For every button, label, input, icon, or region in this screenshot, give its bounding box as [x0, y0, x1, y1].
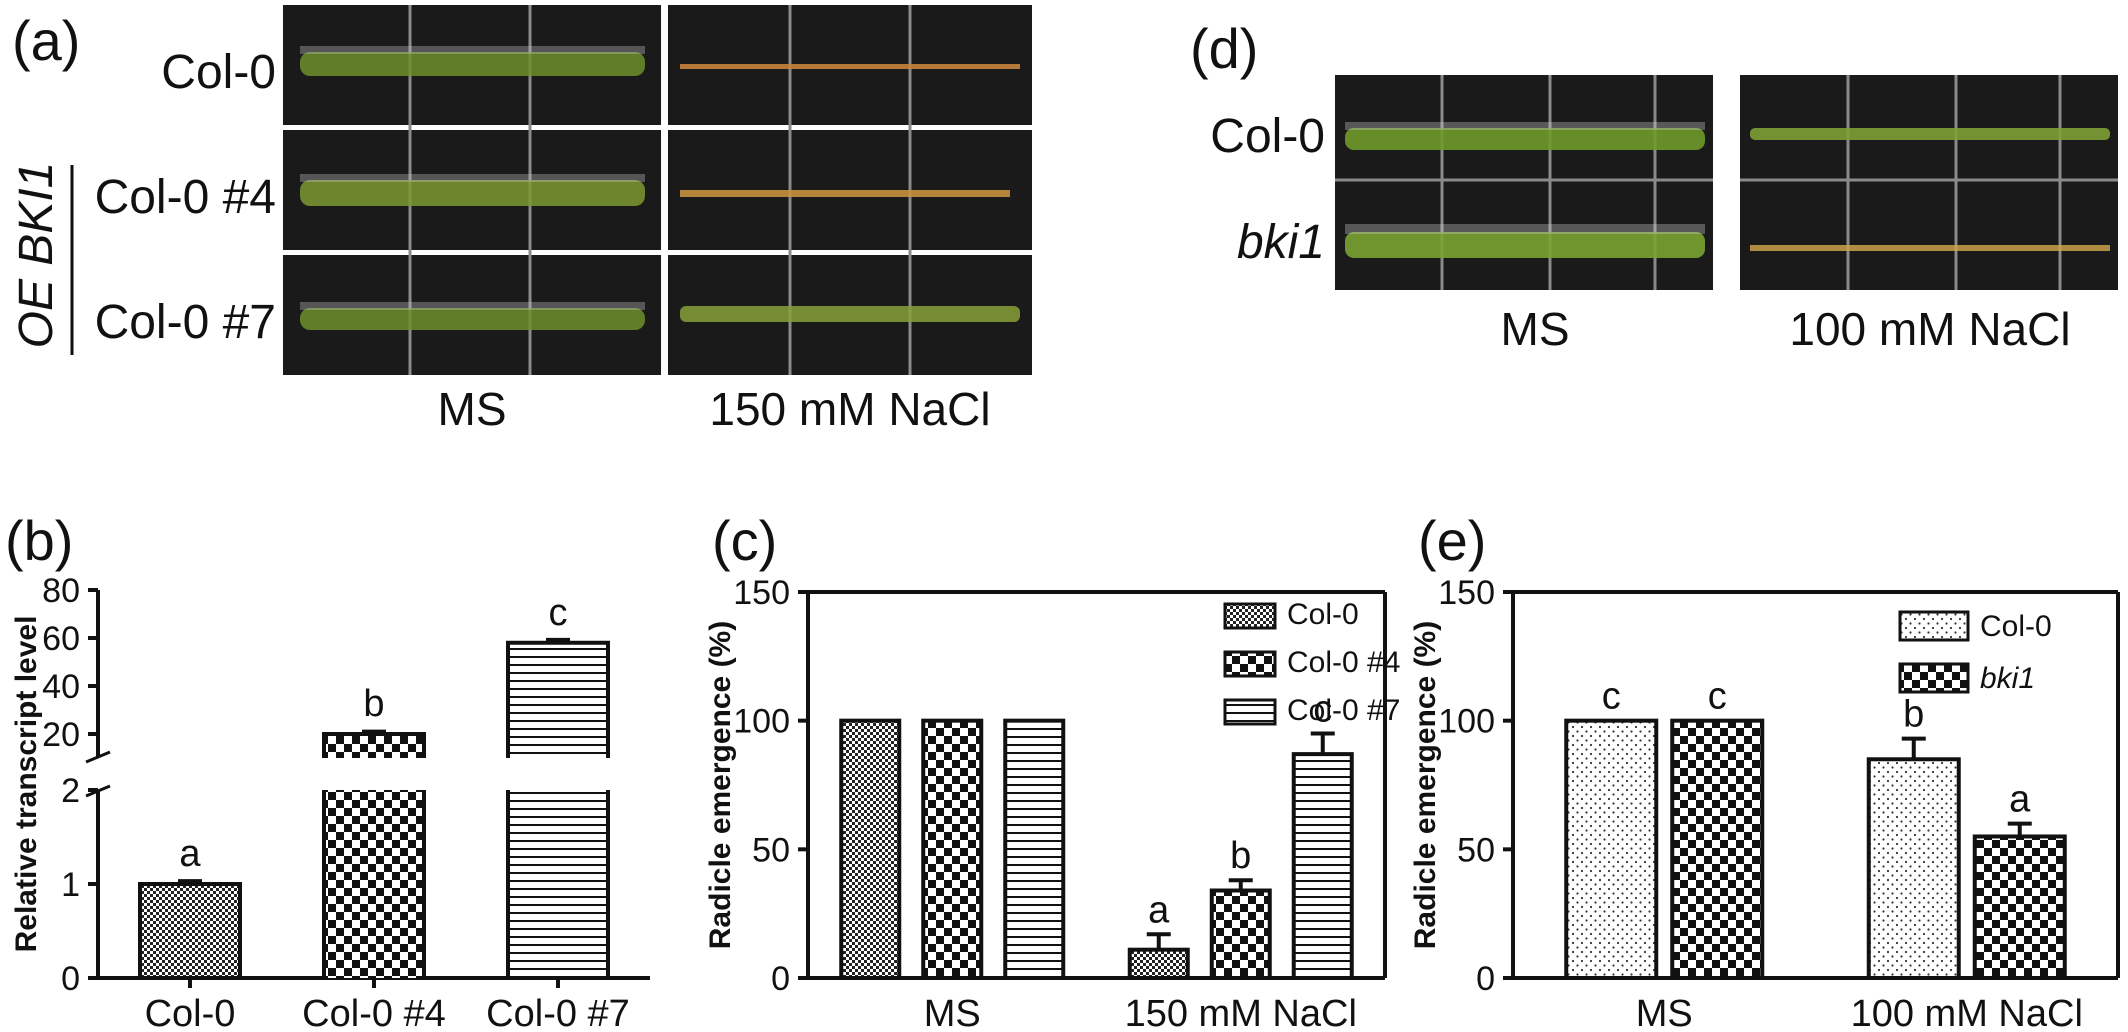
chart-b-bar-lower-part	[324, 790, 424, 978]
chart-c-legend-swatch	[1223, 602, 1277, 630]
panel-a-photo-grid	[283, 5, 1032, 375]
chart-c-legend-label: Col-0 #7	[1287, 694, 1400, 727]
chart-b-y-tick-label: 20	[42, 716, 80, 754]
chart-e-legend-label: bki1	[1980, 662, 2035, 695]
panel-d-cond-ms: MS	[1501, 303, 1570, 355]
chart-b-y-tick-label: 2	[61, 772, 80, 810]
chart-b-significance-letter: c	[549, 592, 568, 634]
chart-b-bar-lower-part	[508, 790, 608, 978]
chart-c-legend-label: Col-0	[1287, 598, 1359, 631]
chart-b: (b) 20 40 60 80 0 1 2 Relative transcript level a…	[5, 509, 650, 1032]
panel-d-row-label-1: Col-0	[1210, 110, 1325, 163]
chart-b-significance-letter: b	[363, 683, 384, 725]
chart-c-bar	[839, 718, 902, 981]
chart-b-y-tick-label: 0	[61, 960, 80, 998]
chart-c-x-tick-label: 150 mM NaCl	[1125, 993, 1357, 1032]
chart-e-significance-letter: a	[2009, 779, 2031, 821]
chart-e-bar	[1866, 757, 1961, 980]
chart-b-y-tick-label: 80	[42, 572, 80, 610]
chart-c: (c) 0 50 100 150 Radicle emergence (%) MS a b c 15…	[704, 509, 1400, 1032]
panel-d: (d) Col-0 bki1 MS 100 mM NaCl	[1190, 17, 2118, 355]
chart-c-y-tick-label: 50	[752, 831, 790, 869]
chart-b-x-tick-label: Col-0 #7	[486, 993, 630, 1032]
plate-d-nacl	[1740, 75, 2118, 290]
seedlings-ms	[300, 46, 645, 330]
chart-b-bar	[138, 882, 242, 980]
chart-e-panel-letter: (e)	[1418, 509, 1486, 572]
chart-c-significance-letter: a	[1148, 889, 1170, 931]
chart-c-legend-swatch	[1223, 698, 1277, 726]
panel-d-cond-nacl: 100 mM NaCl	[1789, 303, 2070, 355]
chart-e-y-tick-label: 0	[1476, 960, 1495, 998]
panel-d-letter: (d)	[1190, 17, 1258, 80]
chart-c-bar	[1209, 888, 1272, 980]
chart-e: (e) 0 50 100 150 Radicle emergence (%) c c MS b a 1…	[1409, 509, 2120, 1032]
chart-c-bar	[1127, 947, 1190, 981]
chart-e-significance-letter: c	[1708, 676, 1727, 718]
chart-e-significance-letter: c	[1602, 676, 1621, 718]
chart-e-y-tick-label: 50	[1457, 831, 1495, 869]
chart-b-y-tick-label: 60	[42, 620, 80, 658]
chart-b-y-tick-label: 1	[61, 866, 80, 904]
chart-b-y-axis-title: Relative transcript level	[10, 616, 43, 953]
chart-c-y-axis-title: Radicle emergence (%)	[704, 621, 737, 949]
chart-c-bar	[921, 718, 984, 981]
seedlings-nacl	[680, 64, 1020, 322]
chart-b-x-tick-label: Col-0 #4	[302, 993, 446, 1032]
chart-e-significance-letter: b	[1903, 694, 1924, 736]
panel-a-cond-ms: MS	[438, 383, 507, 435]
chart-e-bar	[1972, 834, 2067, 981]
panel-a-letter: (a)	[12, 9, 80, 72]
chart-c-bar	[1291, 752, 1354, 980]
chart-e-y-axis-title: Radicle emergence (%)	[1409, 621, 1442, 949]
panel-a-cond-nacl: 150 mM NaCl	[709, 383, 990, 435]
panel-a-row-label-1: Col-0	[161, 46, 276, 99]
chart-c-bar	[1003, 718, 1066, 981]
chart-c-legend-swatch	[1223, 650, 1277, 678]
chart-e-bar	[1564, 718, 1659, 981]
chart-e-y-tick-label: 150	[1438, 574, 1495, 612]
chart-e-y-tick-label: 100	[1438, 703, 1495, 741]
chart-e-legend-swatch	[1898, 662, 1970, 694]
chart-c-x-tick-label: MS	[924, 993, 981, 1032]
chart-e-x-tick-label: MS	[1636, 993, 1693, 1032]
panel-a-group-label: OE BKI1	[10, 162, 63, 349]
chart-e-bar	[1670, 718, 1765, 981]
chart-b-y-tick-label: 40	[42, 668, 80, 706]
chart-c-y-tick-label: 150	[733, 574, 790, 612]
chart-c-significance-letter: b	[1230, 835, 1251, 877]
panel-a-row-label-2: Col-0 #4	[95, 171, 276, 224]
panel-a-row-label-3: Col-0 #7	[95, 296, 276, 349]
chart-b-panel-letter: (b)	[5, 509, 73, 572]
chart-b-significance-letter: a	[179, 833, 201, 875]
chart-c-y-tick-label: 100	[733, 703, 790, 741]
chart-b-x-tick-label: Col-0	[145, 993, 236, 1032]
chart-b-bar	[324, 734, 424, 758]
panel-a: (a)	[10, 5, 1032, 435]
chart-c-y-tick-label: 0	[771, 960, 790, 998]
panel-d-row-label-2: bki1	[1237, 216, 1325, 269]
chart-b-axis-break-mark	[85, 750, 111, 764]
panel-d-photo-grid	[1335, 75, 2118, 290]
chart-c-legend-label: Col-0 #4	[1287, 646, 1400, 679]
chart-c-significance-letter: c	[1313, 689, 1332, 731]
chart-c-panel-letter: (c)	[712, 509, 777, 572]
chart-e-legend-label: Col-0	[1980, 610, 2052, 643]
chart-b-bar	[508, 642, 608, 758]
chart-e-legend-swatch	[1898, 610, 1970, 642]
chart-e-x-tick-label: 100 mM NaCl	[1851, 993, 2083, 1032]
